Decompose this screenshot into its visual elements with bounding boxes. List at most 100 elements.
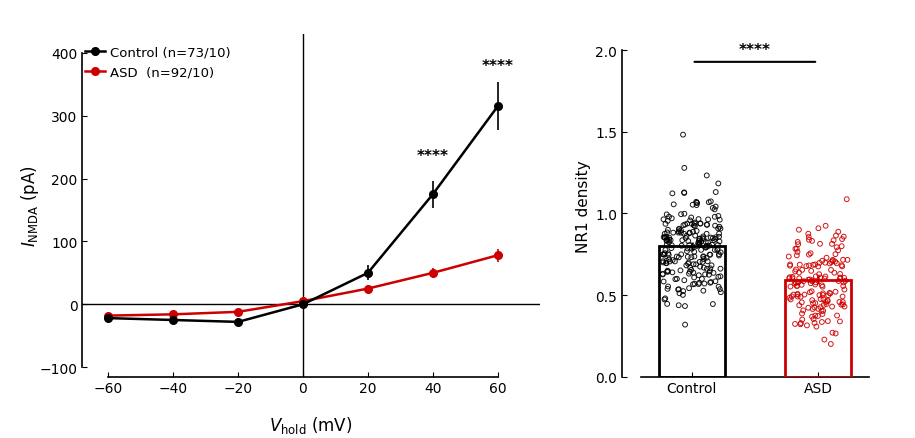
Point xyxy=(658,247,673,254)
Point xyxy=(807,320,822,327)
Point xyxy=(790,283,804,290)
Y-axis label: NR1 density: NR1 density xyxy=(576,160,591,252)
Point xyxy=(656,279,671,286)
Point xyxy=(683,268,697,276)
Point xyxy=(706,237,721,244)
Point xyxy=(693,264,707,271)
Point xyxy=(811,313,825,320)
Point xyxy=(824,259,838,266)
Point xyxy=(661,268,675,275)
Point xyxy=(681,254,695,261)
Point xyxy=(689,200,704,207)
Point xyxy=(706,270,721,277)
Text: $\mathit{I}_\mathregular{NMDA}$ (pA): $\mathit{I}_\mathregular{NMDA}$ (pA) xyxy=(18,165,41,247)
Point xyxy=(711,180,726,187)
Point xyxy=(806,262,821,269)
Point xyxy=(704,198,718,205)
Point xyxy=(805,314,820,321)
Point xyxy=(683,217,697,224)
Point xyxy=(815,283,830,290)
Point xyxy=(802,234,816,241)
Point xyxy=(796,307,811,314)
Point xyxy=(659,260,673,267)
Point xyxy=(680,245,694,252)
Point xyxy=(817,276,832,283)
Point xyxy=(835,301,850,308)
Point xyxy=(684,246,699,253)
Point xyxy=(814,319,829,326)
Point xyxy=(661,286,675,293)
Point xyxy=(815,311,830,318)
Point xyxy=(823,261,837,268)
Point xyxy=(703,265,717,272)
Point xyxy=(792,261,807,268)
Point xyxy=(828,289,843,296)
Point xyxy=(699,254,714,261)
Point xyxy=(804,268,819,275)
Point xyxy=(825,329,840,336)
Point xyxy=(834,301,849,308)
Point xyxy=(677,190,692,197)
Point xyxy=(813,241,827,248)
Point xyxy=(655,271,670,278)
Point xyxy=(836,279,851,286)
Point xyxy=(811,263,825,270)
Point xyxy=(791,269,806,276)
Point xyxy=(693,236,707,243)
Point xyxy=(803,250,818,257)
Point xyxy=(791,279,805,286)
Point xyxy=(833,275,847,282)
Point xyxy=(682,285,696,292)
Point xyxy=(685,202,700,209)
Point xyxy=(800,322,814,329)
Point xyxy=(813,292,827,299)
Point xyxy=(672,226,686,233)
Point xyxy=(816,302,831,309)
Point xyxy=(825,258,840,265)
Point xyxy=(832,299,846,306)
Point xyxy=(677,231,692,238)
Point xyxy=(703,251,717,258)
Point xyxy=(681,261,695,268)
Point xyxy=(793,293,808,300)
Point xyxy=(700,222,715,229)
Point xyxy=(802,262,816,269)
Point xyxy=(791,291,805,298)
Point xyxy=(657,251,672,258)
Point xyxy=(707,247,722,254)
Point xyxy=(689,202,704,209)
Point xyxy=(801,276,815,283)
Point xyxy=(818,260,833,267)
Point xyxy=(677,189,692,196)
Point xyxy=(811,306,825,313)
Point xyxy=(791,293,805,300)
Point xyxy=(696,287,711,294)
Point xyxy=(678,303,693,310)
Point xyxy=(668,276,683,283)
Point xyxy=(705,301,720,308)
Point xyxy=(824,341,838,348)
Point xyxy=(664,242,679,249)
Point xyxy=(787,280,802,287)
Point xyxy=(819,254,834,261)
Point xyxy=(690,200,705,207)
Point xyxy=(714,289,728,296)
Point xyxy=(703,268,717,275)
Point xyxy=(675,132,690,139)
Point xyxy=(786,291,801,298)
Point xyxy=(655,251,670,258)
Point xyxy=(836,233,851,240)
Point xyxy=(839,196,854,203)
Point xyxy=(714,249,728,256)
Point xyxy=(712,251,727,258)
Point xyxy=(795,267,810,274)
Point xyxy=(683,265,697,272)
Point xyxy=(711,226,726,233)
Point xyxy=(791,302,806,309)
Point xyxy=(708,234,723,241)
Point xyxy=(825,257,840,264)
Point xyxy=(708,189,723,196)
Point xyxy=(816,307,831,314)
Point xyxy=(833,318,847,325)
Point xyxy=(687,254,702,261)
